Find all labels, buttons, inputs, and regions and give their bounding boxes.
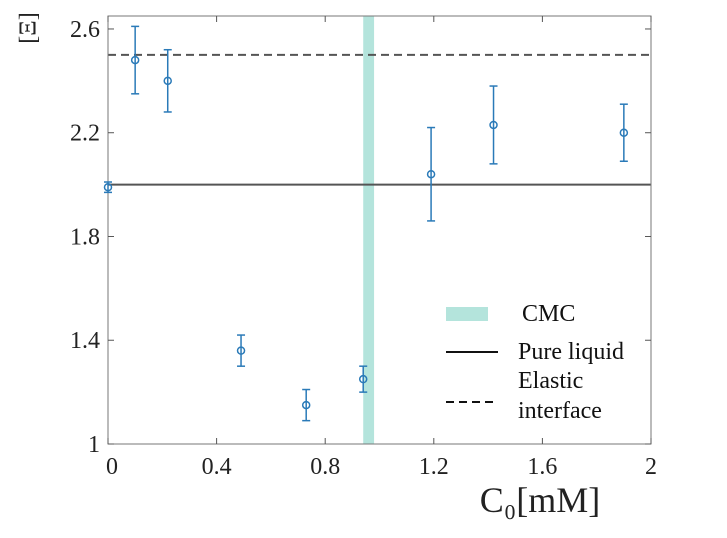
legend-label: CMC xyxy=(522,301,576,327)
point xyxy=(426,169,436,179)
x-tick-label: 1.6 xyxy=(527,454,557,480)
point xyxy=(236,346,246,355)
y-tick-label: 1.4 xyxy=(70,328,100,354)
cmc-band xyxy=(363,16,375,444)
y-axis-label: [Ξ] xyxy=(16,12,42,43)
point xyxy=(489,120,498,130)
x-tick-label: 0 xyxy=(106,454,118,480)
point xyxy=(619,128,629,137)
legend-swatch xyxy=(446,307,488,321)
y-tick-label: 1 xyxy=(88,432,100,458)
y-tick-label: 2.2 xyxy=(70,121,100,147)
x-tick-label: 0.4 xyxy=(202,454,232,480)
x-tick-label: 2 xyxy=(645,454,657,480)
point xyxy=(103,182,113,192)
y-tick-label: 2.6 xyxy=(70,17,100,43)
legend-label: Pure liquid xyxy=(518,339,624,365)
point xyxy=(163,76,172,86)
x-tick-label: 1.2 xyxy=(419,454,449,480)
x-axis-label: C₀[mM] xyxy=(480,480,601,520)
y-tick-label: 1.8 xyxy=(70,224,100,250)
legend-label: Elastic interface xyxy=(518,368,602,424)
plot-frame xyxy=(107,15,652,445)
point xyxy=(130,55,140,65)
point xyxy=(358,374,368,384)
point xyxy=(301,400,311,410)
x-tick-label: 0.8 xyxy=(310,454,340,480)
